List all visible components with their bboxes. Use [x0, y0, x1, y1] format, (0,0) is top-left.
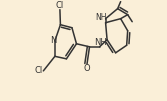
Text: Cl: Cl — [35, 66, 43, 75]
Text: NH: NH — [95, 13, 107, 22]
Text: Cl: Cl — [56, 1, 64, 10]
Text: O: O — [84, 64, 90, 73]
Text: NH: NH — [94, 38, 107, 47]
Text: N: N — [50, 36, 56, 45]
